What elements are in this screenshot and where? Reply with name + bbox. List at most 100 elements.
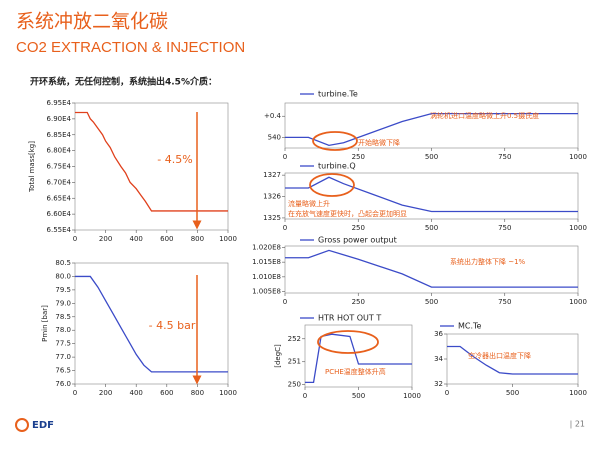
- y-tick-label: 6.60E4: [47, 210, 72, 218]
- slide-title: 系统冲放二氧化碳: [16, 11, 168, 33]
- y-tick-label: 79.5: [55, 286, 71, 294]
- y-tick-label: 36: [434, 330, 443, 338]
- y-tick-label: 80.0: [55, 272, 71, 280]
- y-tick-label: 6.65E4: [47, 194, 72, 202]
- x-tick-label: 0: [303, 392, 307, 400]
- x-tick-label: 250: [352, 224, 365, 232]
- y-tick-label: 6.85E4: [47, 131, 72, 139]
- y-tick-label: 1327: [263, 171, 281, 179]
- y-tick-label: 251: [288, 358, 301, 366]
- y-tick-label: 79.0: [55, 299, 71, 307]
- x-tick-label: 500: [425, 224, 438, 232]
- plot-frame: [284, 102, 579, 149]
- x-tick-label: 1000: [569, 298, 587, 306]
- x-tick-label: 800: [191, 389, 204, 397]
- plot-frame: [74, 262, 229, 385]
- legend-label: HTR HOT OUT T: [318, 314, 381, 323]
- annotation: 空冷器出口温度下降: [468, 351, 531, 360]
- x-tick-label: 800: [191, 235, 204, 243]
- chart: 0 500 1000 250 251 252 [degC] HTR HOT OUT T PCHE…: [274, 314, 421, 401]
- y-tick-label: 1325: [263, 214, 281, 222]
- data-line: [447, 345, 578, 375]
- y-tick-label: +0.4: [264, 112, 282, 120]
- y-tick-label: 6.75E4: [47, 163, 72, 171]
- y-tick-label: 540: [268, 133, 281, 141]
- x-tick-label: 0: [445, 389, 449, 397]
- y-tick-label: 6.80E4: [47, 147, 72, 155]
- y-axis-label: Total mass[kg]: [28, 141, 36, 193]
- y-tick-label: 32: [434, 380, 443, 388]
- chart: 0 500 1000 32 34 36 MC.Te 空冷器出口温度下降: [434, 322, 587, 398]
- highlight-circle: [309, 173, 355, 197]
- logo: EDF: [15, 418, 54, 432]
- x-tick-label: 1000: [219, 235, 237, 243]
- y-tick-label: 76.0: [55, 380, 71, 388]
- y-tick-label: 6.95E4: [47, 99, 72, 107]
- y-axis-label: Pmin [bar]: [41, 305, 49, 342]
- y-tick-label: 77.0: [55, 353, 71, 361]
- annotation: - 4.5 bar: [149, 319, 196, 332]
- annotation: 流量略微上升: [288, 199, 330, 208]
- x-tick-label: 750: [498, 224, 511, 232]
- x-tick-label: 500: [425, 153, 438, 161]
- x-tick-label: 500: [425, 298, 438, 306]
- x-tick-label: 1000: [403, 392, 421, 400]
- y-tick-label: 6.90E4: [47, 115, 72, 123]
- x-tick-label: 400: [130, 389, 143, 397]
- y-tick-label: 1.020E8: [252, 243, 281, 251]
- x-tick-label: 0: [73, 389, 77, 397]
- x-tick-label: 1000: [569, 224, 587, 232]
- y-tick-label: 1.005E8: [252, 288, 281, 296]
- chart: 0 250 500 750 1000 1325 1326 1327 turbine.Q 流量略微上…: [263, 162, 587, 233]
- plot-frame: [284, 245, 579, 294]
- x-tick-label: 500: [506, 389, 519, 397]
- legend-label: turbine.Q: [318, 162, 356, 171]
- x-tick-label: 400: [130, 235, 143, 243]
- logo-icon: [15, 418, 29, 432]
- highlight-circle: [312, 131, 358, 151]
- x-tick-label: 1000: [569, 153, 587, 161]
- data-line: [75, 111, 228, 212]
- x-tick-label: 0: [283, 298, 287, 306]
- x-tick-label: 0: [283, 153, 287, 161]
- slide-subtitle: CO2 EXTRACTION & INJECTION: [16, 39, 245, 56]
- y-tick-label: 6.55E4: [47, 226, 72, 234]
- legend-label: Gross power output: [318, 236, 397, 245]
- y-tick-label: 78.5: [55, 313, 71, 321]
- y-tick-label: 77.5: [55, 340, 71, 348]
- x-tick-label: 1000: [569, 389, 587, 397]
- y-tick-label: 250: [288, 381, 301, 389]
- y-tick-label: 34: [434, 355, 443, 363]
- x-tick-label: 0: [73, 235, 77, 243]
- data-line: [305, 333, 412, 384]
- annotation: - 4.5%: [157, 153, 192, 166]
- data-line: [285, 112, 578, 147]
- x-tick-label: 600: [160, 389, 173, 397]
- x-tick-label: 200: [99, 235, 112, 243]
- x-tick-label: 600: [160, 235, 173, 243]
- chart: 0 200 400 600 800 1000 6.55E4 6.60E4 6.65E4 6.70E…: [28, 99, 237, 243]
- data-line: [285, 249, 578, 288]
- y-tick-label: 1326: [263, 193, 281, 201]
- page-number: | 21: [570, 420, 585, 429]
- highlight-circle: [317, 330, 379, 354]
- x-tick-label: 750: [498, 298, 511, 306]
- y-tick-label: 1.015E8: [252, 258, 281, 266]
- chart: 0 250 500 750 1000 1.005E8 1.010E8 1.015E8 1.020…: [252, 236, 587, 307]
- y-tick-label: 252: [288, 335, 301, 343]
- chart: 0 200 400 600 800 1000 76.0 76.5 77.0 77.5 78.0 78.…: [41, 259, 237, 397]
- x-tick-label: 1000: [219, 389, 237, 397]
- x-tick-label: 200: [99, 389, 112, 397]
- lead-text: 开环系统，无任何控制，系统抽出4.5%介质：: [30, 76, 217, 88]
- y-tick-label: 76.5: [55, 367, 71, 375]
- x-tick-label: 250: [352, 153, 365, 161]
- logo-text: EDF: [32, 420, 54, 431]
- chart: 0 250 500 750 1000 540 +0.4 turbine.Te 涡轮机进口温度略微…: [264, 90, 587, 162]
- y-tick-label: 78.0: [55, 326, 71, 334]
- x-tick-label: 500: [352, 392, 365, 400]
- annotation: 涡轮机进口温度略微上升0.5摄氏度: [430, 111, 539, 120]
- y-tick-label: 80.5: [55, 259, 71, 267]
- x-tick-label: 250: [352, 298, 365, 306]
- x-tick-label: 750: [498, 153, 511, 161]
